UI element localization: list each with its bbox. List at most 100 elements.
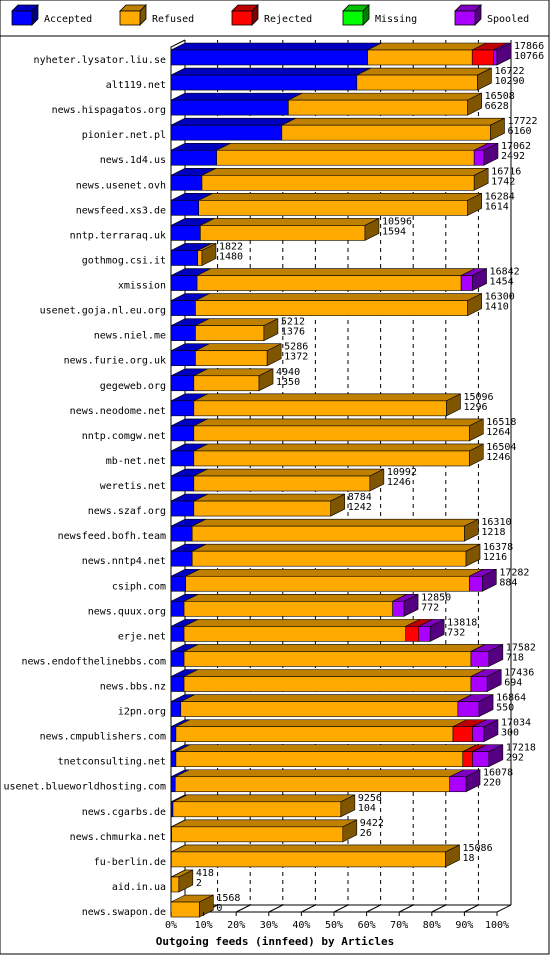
category-label: fu-berlin.de bbox=[94, 857, 166, 868]
value-label-offered: 15096 bbox=[463, 392, 493, 403]
value-label-offered: 16284 bbox=[485, 191, 515, 202]
value-label-accepted: 104 bbox=[358, 803, 376, 814]
bar-segment-accepted bbox=[170, 375, 195, 392]
bar-segment-refused bbox=[195, 350, 268, 367]
bar-side bbox=[490, 117, 505, 141]
bar-side bbox=[465, 769, 481, 793]
value-label-offered: 17218 bbox=[506, 743, 536, 754]
x-tick-label: 70% bbox=[390, 920, 408, 931]
floor-gridline bbox=[431, 904, 447, 913]
bar-side bbox=[201, 242, 217, 266]
value-label-accepted: 292 bbox=[506, 753, 524, 764]
bar-side bbox=[483, 719, 499, 743]
category-label: i2pn.org bbox=[118, 707, 166, 718]
bar-top-refused bbox=[171, 819, 357, 828]
x-tick-label: 20% bbox=[227, 920, 245, 931]
bar-side bbox=[330, 493, 346, 517]
bar-segment-spooled bbox=[392, 601, 405, 617]
bar-segment-refused bbox=[183, 626, 407, 642]
bar-segment-accepted bbox=[170, 475, 195, 492]
category-label: aid.in.ua bbox=[112, 882, 166, 893]
value-label-accepted: 1218 bbox=[481, 527, 505, 538]
category-label: weretis.net bbox=[100, 481, 166, 492]
bar-side bbox=[477, 67, 492, 91]
bar-side bbox=[472, 268, 487, 292]
bar-segment-spooled bbox=[473, 149, 485, 166]
bar-segment-refused bbox=[197, 250, 203, 266]
bar-side bbox=[467, 293, 482, 317]
bar-segment-refused bbox=[171, 826, 344, 843]
bar-top-refused bbox=[175, 769, 464, 778]
bar-segment-accepted bbox=[170, 525, 193, 542]
bar-top-refused bbox=[183, 644, 486, 652]
value-label-accepted: 2492 bbox=[501, 151, 525, 162]
value-label-offered: 13818 bbox=[447, 617, 477, 628]
left-wall bbox=[170, 39, 186, 912]
bar-segment-refused bbox=[193, 425, 470, 442]
bar-segment-accepted bbox=[170, 550, 193, 567]
bar-top-refused bbox=[192, 518, 479, 527]
x-tick-label: 40% bbox=[292, 920, 310, 931]
bar-segment-accepted bbox=[170, 99, 289, 116]
x-axis: 0% 10% 20% 30% 40% 50% 60% 70% 80% 90% 100% bbox=[165, 912, 509, 931]
bar-top-accepted bbox=[170, 92, 303, 101]
value-label-accepted: 772 bbox=[421, 602, 439, 613]
bar-top-refused bbox=[180, 694, 473, 702]
bar-top-refused bbox=[200, 218, 380, 226]
bar-segment-accepted bbox=[170, 250, 199, 266]
floor-gridline bbox=[464, 904, 479, 913]
bar-side bbox=[473, 167, 489, 191]
value-label-accepted: 220 bbox=[483, 778, 501, 789]
bar-segment-accepted bbox=[170, 175, 203, 191]
value-label-accepted: 884 bbox=[499, 577, 517, 588]
category-label: newsfeed.xs3.de bbox=[76, 205, 166, 216]
bar-segment-spooled bbox=[470, 651, 490, 667]
category-label: xmission bbox=[118, 281, 166, 292]
legend-label-accepted: Accepted bbox=[44, 14, 92, 25]
bar-segment-accepted bbox=[170, 575, 186, 592]
value-label-offered: 16508 bbox=[485, 91, 515, 102]
bar-top-refused bbox=[193, 418, 484, 427]
value-label-accepted: 732 bbox=[447, 627, 465, 638]
value-label-offered: 4940 bbox=[276, 367, 300, 378]
bar-segment-accepted bbox=[170, 325, 196, 341]
category-label: pionier.net.pl bbox=[82, 130, 166, 141]
value-label-accepted: 718 bbox=[506, 652, 524, 663]
bar-segment-accepted bbox=[170, 49, 368, 66]
category-label: nntp.terraraq.uk bbox=[70, 230, 166, 241]
x-tick-label: 10% bbox=[195, 920, 213, 931]
x-tick-label: 80% bbox=[423, 920, 441, 931]
category-label: nntp.comgw.net bbox=[82, 431, 166, 442]
bar-top-refused bbox=[216, 142, 489, 151]
bar-side bbox=[258, 368, 274, 392]
bar-side bbox=[464, 518, 479, 542]
bar-segment-refused bbox=[171, 851, 446, 868]
value-label-accepted: 1242 bbox=[348, 502, 372, 513]
bar-side bbox=[488, 744, 504, 768]
bar-segment-refused bbox=[174, 776, 451, 793]
bar-side bbox=[486, 669, 502, 692]
value-label-offered: 16864 bbox=[496, 693, 526, 704]
bar-segment-accepted bbox=[170, 626, 185, 642]
x-tick-label: 100% bbox=[485, 920, 509, 931]
value-label-offered: 5286 bbox=[284, 342, 308, 353]
bar-side bbox=[340, 794, 356, 818]
bar-segment-spooled bbox=[470, 676, 488, 692]
bar-segment-spooled bbox=[449, 776, 467, 793]
value-label-offered: 17034 bbox=[501, 718, 531, 729]
category-label: news.endofthelinebbs.com bbox=[22, 656, 167, 667]
value-label-offered: 10596 bbox=[382, 216, 412, 227]
bar-segment-accepted bbox=[170, 500, 195, 517]
value-label-accepted: 10766 bbox=[514, 51, 544, 62]
bar-top-refused bbox=[192, 543, 481, 552]
legend-label-refused: Refused bbox=[152, 14, 194, 25]
bar-top-refused bbox=[201, 168, 489, 176]
value-label-accepted: 6628 bbox=[485, 101, 509, 112]
legend: Accepted Refused Rejected Missing Spooled bbox=[0, 0, 550, 37]
bar-segment-refused bbox=[216, 149, 475, 166]
bar-top-accepted bbox=[170, 117, 296, 126]
outer-border bbox=[0, 35, 550, 955]
x-tick-label: 60% bbox=[358, 920, 376, 931]
value-label-offered: 16378 bbox=[483, 542, 513, 553]
bar-segment-accepted bbox=[170, 651, 185, 667]
